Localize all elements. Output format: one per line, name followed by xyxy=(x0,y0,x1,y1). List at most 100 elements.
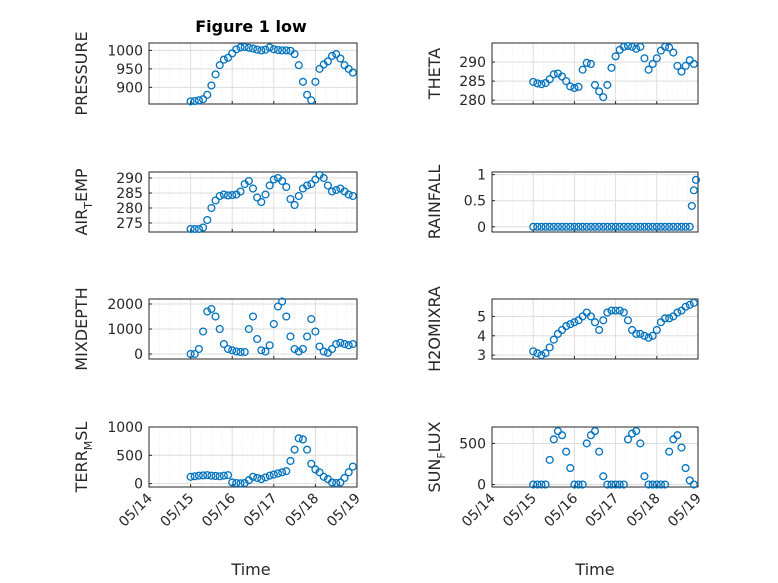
data-point xyxy=(236,187,245,196)
y-tick-label: 2000 xyxy=(107,297,143,313)
y-tick-label: 285 xyxy=(459,74,486,90)
data-point xyxy=(236,43,245,52)
data-point xyxy=(590,222,600,231)
data-point xyxy=(611,222,620,231)
data-point xyxy=(574,82,583,91)
data-point xyxy=(632,222,641,231)
data-point xyxy=(348,462,357,471)
data-point xyxy=(586,312,595,321)
data-point xyxy=(570,318,579,327)
data-point xyxy=(278,176,287,186)
data-point xyxy=(211,471,220,481)
data-point xyxy=(303,181,312,190)
data-point xyxy=(327,478,337,487)
data-point xyxy=(332,50,341,59)
data-point xyxy=(611,306,620,315)
data-point xyxy=(603,308,612,317)
data-point xyxy=(656,480,665,489)
data-point xyxy=(669,48,678,57)
x-tick-label: 05/17 xyxy=(241,491,281,531)
data-point xyxy=(566,82,575,91)
y-axis-title: MIXDEPTH xyxy=(72,287,91,370)
data-point xyxy=(207,471,216,480)
data-point xyxy=(290,445,299,454)
data-point xyxy=(586,431,595,440)
data-point xyxy=(595,325,604,335)
data-point xyxy=(290,344,299,354)
data-point xyxy=(273,302,283,311)
x-tick-label: 05/15 xyxy=(500,491,540,531)
y-axis-title: TERRMSL xyxy=(72,422,95,494)
y-tick-label: 285 xyxy=(116,186,143,202)
data-point xyxy=(340,473,349,482)
data-point xyxy=(215,324,224,334)
data-point xyxy=(215,61,224,70)
data-point xyxy=(194,471,203,480)
data-point xyxy=(273,45,283,55)
data-point xyxy=(586,59,595,69)
data-point xyxy=(562,322,571,331)
data-point xyxy=(615,222,624,231)
data-point xyxy=(257,475,266,484)
data-point xyxy=(323,57,332,66)
data-point xyxy=(265,43,274,52)
data-point xyxy=(570,83,579,93)
data-point xyxy=(282,467,291,476)
series-markers xyxy=(186,434,357,488)
data-point xyxy=(319,347,328,356)
data-point xyxy=(582,58,591,67)
data-point xyxy=(665,447,674,456)
data-point xyxy=(640,222,649,231)
data-point xyxy=(253,334,262,344)
data-point xyxy=(282,46,291,55)
data-point xyxy=(186,472,195,481)
data-point xyxy=(298,344,307,354)
y-tick-label: 0 xyxy=(134,477,143,493)
x-axis-title-right: Time xyxy=(574,560,614,579)
data-point xyxy=(652,54,661,63)
data-point xyxy=(215,191,224,201)
y-tick-label: 4 xyxy=(477,329,486,345)
data-point xyxy=(677,222,686,231)
panel-theta: 280 285 290 THETA xyxy=(425,41,699,109)
data-point xyxy=(327,344,337,354)
data-point xyxy=(529,347,538,356)
data-point xyxy=(298,435,307,444)
data-point xyxy=(545,222,554,231)
data-point xyxy=(562,77,571,86)
data-point xyxy=(186,97,195,106)
data-point xyxy=(244,324,253,334)
data-point xyxy=(336,478,345,487)
data-point xyxy=(685,300,694,309)
data-point xyxy=(570,480,579,489)
data-point xyxy=(541,222,550,231)
data-point xyxy=(236,479,245,488)
data-point xyxy=(557,431,567,440)
data-point xyxy=(623,435,633,444)
data-point xyxy=(269,45,278,54)
data-point xyxy=(673,61,682,70)
data-point xyxy=(529,77,538,86)
x-tick-label: 05/18 xyxy=(282,491,322,531)
data-point xyxy=(640,472,649,481)
axes-border xyxy=(148,426,358,488)
data-point xyxy=(248,312,258,321)
data-point xyxy=(265,471,274,480)
data-point xyxy=(599,93,608,102)
data-point xyxy=(348,191,357,201)
data-point xyxy=(632,44,641,53)
data-point xyxy=(566,222,575,231)
data-point xyxy=(537,480,546,489)
axes-border xyxy=(148,171,358,233)
data-point xyxy=(607,222,616,231)
data-point xyxy=(211,70,220,79)
data-point xyxy=(549,435,558,444)
y-tick-label: 1000 xyxy=(107,420,143,436)
data-point xyxy=(615,306,624,315)
data-point xyxy=(652,222,661,231)
panel-terr: 0 500 1000 05/14 05/15 05/16 05/17 05/18 05/19 TE… xyxy=(72,420,364,530)
y-axis-title: PRESSURE xyxy=(72,31,91,115)
data-point xyxy=(294,191,303,201)
data-point xyxy=(582,222,591,231)
x-tick-label: 05/15 xyxy=(158,491,198,531)
